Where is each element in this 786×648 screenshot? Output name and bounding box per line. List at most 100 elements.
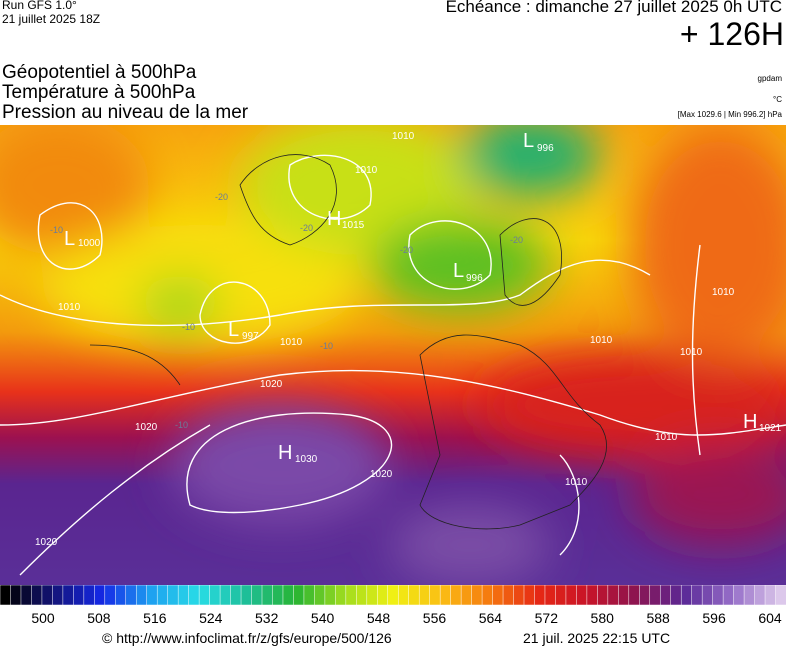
pressure-value: 996 xyxy=(466,273,483,284)
colorbar-swatch xyxy=(345,585,358,606)
echeance: Echéance : dimanche 27 juillet 2025 0h U… xyxy=(445,0,782,16)
colorbar-swatch xyxy=(0,585,12,606)
colorbar-swatch xyxy=(293,585,305,606)
colorbar-swatch xyxy=(670,585,682,606)
colorbar-swatch xyxy=(743,585,756,606)
colorbar-swatch xyxy=(240,585,253,606)
colorbar-swatch xyxy=(73,585,85,606)
colorbar-swatch xyxy=(439,585,452,606)
pressure-center: H xyxy=(327,208,341,230)
colorbar-swatch xyxy=(701,585,714,606)
pressure-value: 1021 xyxy=(759,423,782,434)
temperature-label: -20 xyxy=(510,235,523,245)
colorbar-swatch xyxy=(94,585,106,606)
colorbar-swatch xyxy=(62,585,75,606)
temperature-label: -10 xyxy=(320,341,333,351)
colorbar-swatch xyxy=(31,585,43,606)
colorbar-swatch xyxy=(198,585,211,606)
isobar-label: 1010 xyxy=(355,165,378,176)
colorbar-swatch xyxy=(481,585,494,606)
colorbar-tick-label: 548 xyxy=(367,610,391,626)
colorbar-tick-label: 508 xyxy=(87,610,111,626)
temperature-label: -10 xyxy=(50,225,63,235)
colorbar-swatch xyxy=(408,585,420,606)
colorbar-swatch xyxy=(597,585,609,606)
isobar-label: 1010 xyxy=(680,347,703,358)
isobar-label: 1010 xyxy=(565,477,588,488)
map: 1010 1010 1010 1010 1010 1020 1020 1020 … xyxy=(0,125,786,585)
temperature-label: -10 xyxy=(175,420,188,430)
colorbar-swatch xyxy=(387,585,399,606)
layer: Température à 500hPa xyxy=(2,82,196,103)
colorbar-swatch xyxy=(576,585,588,606)
colorbar-swatch xyxy=(607,585,620,606)
source: © http://www.infoclimat.fr/z/gfs/europe/… xyxy=(102,630,392,646)
colorbar-swatch xyxy=(303,585,316,606)
colorbar-swatch xyxy=(219,585,232,606)
colorbar-swatch xyxy=(754,585,766,606)
pressure-center: L xyxy=(523,130,534,152)
isobar-label: 1010 xyxy=(58,302,81,313)
colorbar-swatch xyxy=(565,585,578,606)
colorbar-tick-label: 572 xyxy=(535,610,559,626)
colorbar-swatch xyxy=(471,585,483,606)
isobar-label: 1010 xyxy=(590,335,613,346)
colorbar-swatch xyxy=(555,585,567,606)
colorbar-swatch xyxy=(282,585,295,606)
pressure-value: 1015 xyxy=(342,220,365,231)
layer: Pression au niveau de la mer xyxy=(2,102,249,123)
colorbar-swatch xyxy=(712,585,724,606)
colorbar-tick-label: 524 xyxy=(199,610,223,626)
colorbar-swatch xyxy=(764,585,777,606)
colorbar-swatch xyxy=(397,585,410,606)
colorbar-swatch xyxy=(83,585,96,606)
colorbar-swatch xyxy=(618,585,630,606)
colorbar-swatch xyxy=(534,585,546,606)
colorbar-swatch xyxy=(691,585,703,606)
isobar-label: 1010 xyxy=(280,337,303,348)
colorbar-swatch xyxy=(460,585,473,606)
colorbar-tick-label: 588 xyxy=(646,610,670,626)
colorbar-tick-label: 604 xyxy=(758,610,782,626)
colorbar: 500 508 516 524 532 540 548 556 564 572 580 588 596 6… xyxy=(0,585,786,626)
colorbar-swatch xyxy=(20,585,33,606)
pressure-value: 1030 xyxy=(295,454,318,465)
pressure-center: H xyxy=(278,442,292,464)
colorbar-swatch xyxy=(649,585,661,606)
colorbar-swatch xyxy=(733,585,745,606)
pressure-center: L xyxy=(228,319,239,341)
colorbar-swatch xyxy=(680,585,693,606)
colorbar-swatch xyxy=(41,585,54,606)
pressure-value: 1000 xyxy=(78,238,101,249)
temperature-label: -20 xyxy=(300,223,313,233)
colorbar-tick-label: 564 xyxy=(479,610,503,626)
isobar-label: 1020 xyxy=(370,469,393,480)
isobar-label: 1020 xyxy=(135,422,158,433)
unit: gpdam xyxy=(757,74,782,83)
colorbar-tick-label: 500 xyxy=(31,610,55,626)
colorbar-swatch xyxy=(492,585,504,606)
run: Run GFS 1.0° xyxy=(2,0,77,12)
colorbar-swatch xyxy=(146,585,158,606)
run-date: 21 juillet 2025 18Z xyxy=(2,12,101,26)
pressure-center: L xyxy=(64,228,75,250)
temperature-label: -10 xyxy=(182,322,195,332)
colorbar-swatch xyxy=(177,585,190,606)
colorbar-swatch xyxy=(115,585,127,606)
colorbar-swatch xyxy=(335,585,347,606)
colorbar-swatch xyxy=(628,585,641,606)
colorbar-tick-label: 580 xyxy=(591,610,615,626)
colorbar-swatch xyxy=(523,585,536,606)
colorbar-swatch xyxy=(125,585,137,606)
colorbar-swatch xyxy=(366,585,379,606)
pressure-value: 996 xyxy=(537,143,554,154)
colorbar-swatch xyxy=(377,585,389,606)
colorbar-tick-label: 516 xyxy=(143,610,167,626)
colorbar-swatch xyxy=(659,585,672,606)
colorbar-swatch xyxy=(722,585,735,606)
colorbar-swatch xyxy=(775,585,786,606)
colorbar-swatch xyxy=(156,585,169,606)
unit: °C xyxy=(773,95,782,104)
colorbar-swatch xyxy=(261,585,274,606)
